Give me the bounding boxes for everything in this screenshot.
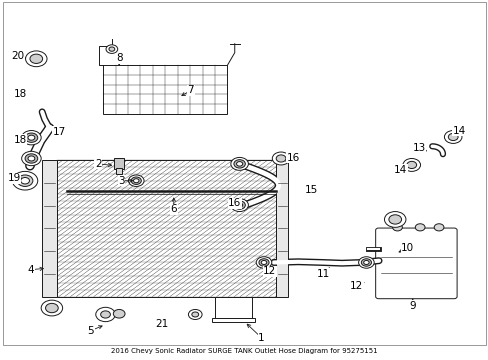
- Circle shape: [388, 215, 401, 224]
- Text: 14: 14: [393, 165, 407, 175]
- Circle shape: [25, 51, 47, 67]
- Circle shape: [272, 152, 289, 165]
- Circle shape: [106, 45, 118, 53]
- Circle shape: [402, 158, 420, 171]
- Bar: [116, 168, 122, 174]
- Text: 16: 16: [286, 153, 299, 163]
- Circle shape: [96, 307, 115, 321]
- Circle shape: [414, 224, 424, 231]
- Circle shape: [361, 259, 371, 266]
- Circle shape: [131, 177, 141, 184]
- Circle shape: [28, 135, 35, 140]
- Text: 16: 16: [228, 198, 241, 208]
- Circle shape: [21, 131, 41, 145]
- Text: 12: 12: [349, 281, 363, 291]
- Circle shape: [392, 224, 402, 231]
- Text: 1: 1: [258, 333, 264, 343]
- Text: 6: 6: [170, 204, 177, 215]
- Circle shape: [384, 212, 405, 227]
- Text: 11: 11: [316, 269, 329, 279]
- Circle shape: [230, 199, 248, 212]
- Circle shape: [25, 154, 38, 163]
- Circle shape: [21, 151, 41, 166]
- Circle shape: [406, 161, 416, 168]
- Bar: [42, 160, 57, 297]
- Circle shape: [358, 257, 373, 268]
- Circle shape: [261, 261, 266, 265]
- Circle shape: [256, 257, 271, 268]
- Circle shape: [128, 175, 144, 186]
- Text: 17: 17: [53, 127, 66, 136]
- Bar: [103, 65, 227, 114]
- Bar: [214, 297, 251, 318]
- Circle shape: [230, 157, 248, 170]
- Circle shape: [236, 162, 242, 166]
- Bar: [276, 160, 288, 297]
- Circle shape: [433, 224, 443, 231]
- Bar: [114, 158, 123, 168]
- Text: 10: 10: [401, 243, 413, 253]
- Text: 18: 18: [14, 135, 27, 145]
- Circle shape: [276, 155, 285, 162]
- Text: 18: 18: [14, 89, 27, 99]
- Text: 15: 15: [305, 185, 318, 195]
- Text: 13: 13: [411, 143, 425, 153]
- Circle shape: [188, 310, 202, 319]
- Text: 12: 12: [263, 266, 276, 276]
- Circle shape: [20, 177, 29, 184]
- Circle shape: [101, 311, 110, 318]
- Circle shape: [30, 54, 42, 63]
- Circle shape: [109, 47, 115, 51]
- Text: 2: 2: [95, 159, 102, 169]
- Text: 20: 20: [11, 51, 24, 61]
- Bar: [57, 160, 276, 297]
- Circle shape: [259, 259, 268, 266]
- Text: 3: 3: [118, 176, 124, 186]
- Text: 21: 21: [155, 319, 168, 329]
- Text: 7: 7: [187, 85, 194, 95]
- Circle shape: [233, 160, 245, 168]
- Circle shape: [113, 310, 125, 318]
- Circle shape: [25, 133, 38, 142]
- Text: 19: 19: [8, 173, 21, 183]
- Circle shape: [363, 261, 368, 265]
- Circle shape: [17, 175, 33, 186]
- Circle shape: [191, 312, 198, 317]
- Circle shape: [447, 134, 457, 140]
- Text: 2016 Chevy Sonic Radiator SURGE TANK Outlet Hose Diagram for 95275151: 2016 Chevy Sonic Radiator SURGE TANK Out…: [111, 348, 377, 354]
- Text: 9: 9: [408, 301, 415, 311]
- Circle shape: [28, 156, 35, 161]
- Circle shape: [444, 131, 461, 143]
- Bar: [211, 318, 254, 322]
- Circle shape: [233, 201, 245, 209]
- Text: 14: 14: [451, 126, 465, 135]
- Circle shape: [236, 203, 242, 207]
- Circle shape: [45, 303, 58, 313]
- Text: 8: 8: [116, 53, 122, 63]
- Circle shape: [41, 300, 62, 316]
- FancyBboxPatch shape: [375, 228, 456, 299]
- Text: 4: 4: [27, 265, 34, 275]
- Text: 5: 5: [87, 325, 94, 336]
- Circle shape: [12, 171, 38, 190]
- Circle shape: [133, 179, 139, 183]
